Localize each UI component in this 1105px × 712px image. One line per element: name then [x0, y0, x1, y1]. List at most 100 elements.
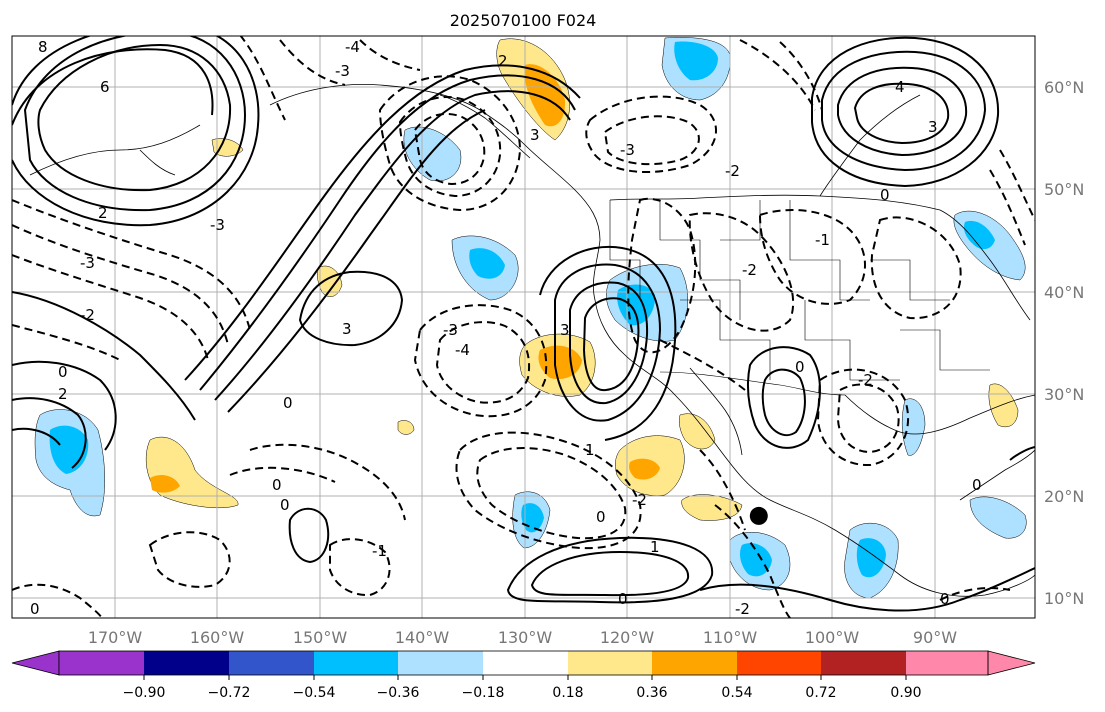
shade-region [678, 413, 716, 450]
contour-label: 0 [596, 508, 606, 526]
shade-region [988, 383, 1019, 428]
lon-label-120w: 120°W [600, 628, 655, 647]
contour-label: -1 [815, 231, 830, 249]
colorbar-tick-label: 0.54 [721, 685, 752, 701]
contour-labels: 8 6 2 -4 -3 2 3 -3 -2 -1 -2 4 0 3 -3 -3 … [30, 38, 982, 618]
contour-label: 1 [585, 441, 595, 459]
colorbar-tick-marks [143, 675, 907, 680]
colorbar-tick-label: 0.18 [552, 685, 583, 701]
colorbar-segment [821, 651, 906, 675]
chart-title: 2025070100 F024 [450, 11, 597, 30]
lat-label-10n: 10°N [1044, 589, 1084, 608]
lon-label-110w: 110°W [703, 628, 758, 647]
contour-lines [12, 36, 1035, 618]
contour-label: 0 [795, 358, 805, 376]
lon-label-160w: 160°W [190, 628, 245, 647]
map-content: 8 6 2 -4 -3 2 3 -3 -2 -1 -2 4 0 3 -3 -3 … [12, 36, 1035, 618]
colorbar-extend-high [987, 650, 1036, 676]
colorbar-segment [568, 651, 652, 675]
contour-label: 4 [895, 78, 905, 96]
dashed-contours [12, 36, 1035, 618]
contour-label: -2 [742, 261, 757, 279]
contour-label: -3 [80, 254, 95, 272]
contour-label: 6 [100, 78, 110, 96]
colorbar-tick-label: −0.72 [208, 685, 251, 701]
contour-label: 0 [940, 590, 950, 608]
map-panel: 8 6 2 -4 -3 2 3 -3 -2 -1 -2 4 0 3 -3 -3 … [11, 35, 1036, 619]
colorbar-segment [314, 651, 398, 675]
longitude-labels: 170°W 160°W 150°W 140°W 130°W 120°W 110°… [88, 628, 957, 647]
lon-label-170w: 170°W [88, 628, 143, 647]
shaded-regions [34, 37, 1027, 599]
gridlines [12, 36, 1035, 618]
contour-label: 8 [38, 38, 48, 56]
lat-label-60n: 60°N [1044, 78, 1084, 97]
contour-label: -3 [335, 62, 350, 80]
contour-label: -3 [443, 321, 458, 339]
contour-label: -2 [858, 371, 873, 389]
contour-label: 0 [280, 496, 290, 514]
colorbar-frame [58, 650, 989, 676]
contour-label: 3 [560, 321, 570, 339]
contour-label: 3 [928, 118, 938, 136]
contour-label: -4 [345, 38, 360, 56]
shade-region [150, 474, 180, 493]
contour-label: 2 [498, 52, 508, 70]
colorbar-segment [906, 651, 988, 675]
colorbar-segment [59, 651, 144, 675]
contour-label: 0 [283, 394, 293, 412]
location-marker [749, 506, 768, 525]
shade-region [316, 265, 343, 297]
colorbar-tick-label: −0.54 [293, 685, 336, 701]
contour-label: 0 [880, 186, 890, 204]
contour-label: 2 [98, 204, 108, 222]
contour-label: 3 [530, 126, 540, 144]
lat-label-50n: 50°N [1044, 180, 1084, 199]
contour-label: 0 [618, 590, 628, 608]
contour-label: 0 [30, 600, 40, 618]
contour-label: -2 [725, 162, 740, 180]
colorbar-segment [144, 651, 229, 675]
political-borders [609, 200, 990, 396]
lat-label-20n: 20°N [1044, 487, 1084, 506]
shade-region [964, 220, 995, 250]
colorbar-tick-label: 0.90 [890, 685, 921, 701]
lon-label-140w: 140°W [395, 628, 450, 647]
colorbar-tick-label: 0.36 [636, 685, 667, 701]
colorbar-tick-label: −0.90 [123, 685, 166, 701]
shade-region [397, 420, 415, 435]
colorbar-extend-low [11, 650, 60, 676]
solid-contours [12, 36, 1035, 612]
lat-label-40n: 40°N [1044, 283, 1084, 302]
colorbar-segment [229, 651, 314, 675]
shade-region [740, 543, 772, 577]
contour-label: -4 [455, 341, 470, 359]
contour-label: -3 [210, 216, 225, 234]
shade-region [969, 496, 1027, 539]
lon-label-150w: 150°W [293, 628, 348, 647]
colorbar: −0.90 −0.72 −0.54 −0.36 −0.18 0.18 0.36 … [11, 650, 1036, 701]
shade-region [469, 248, 505, 279]
contour-label: 0 [272, 476, 282, 494]
contour-label: 0 [58, 363, 68, 381]
contour-label: 1 [650, 538, 660, 556]
lat-label-30n: 30°N [1044, 385, 1084, 404]
colorbar-segment [398, 651, 483, 675]
contour-label: -1 [372, 542, 387, 560]
contour-label: -2 [735, 600, 750, 618]
lon-label-130w: 130°W [498, 628, 553, 647]
contour-label: 0 [972, 476, 982, 494]
shade-region [674, 41, 718, 81]
colorbar-tick-label: −0.18 [462, 685, 505, 701]
contour-label: 2 [58, 385, 68, 403]
colorbar-tick-label: 0.72 [805, 685, 836, 701]
map-frame [11, 35, 1036, 619]
contour-label: -3 [620, 141, 635, 159]
colorbar-segment [737, 651, 821, 675]
colorbar-segment [483, 651, 568, 675]
shade-region [211, 138, 244, 157]
colorbar-tick-label: −0.36 [377, 685, 420, 701]
contour-label: -2 [632, 491, 647, 509]
contour-label: -2 [80, 306, 95, 324]
